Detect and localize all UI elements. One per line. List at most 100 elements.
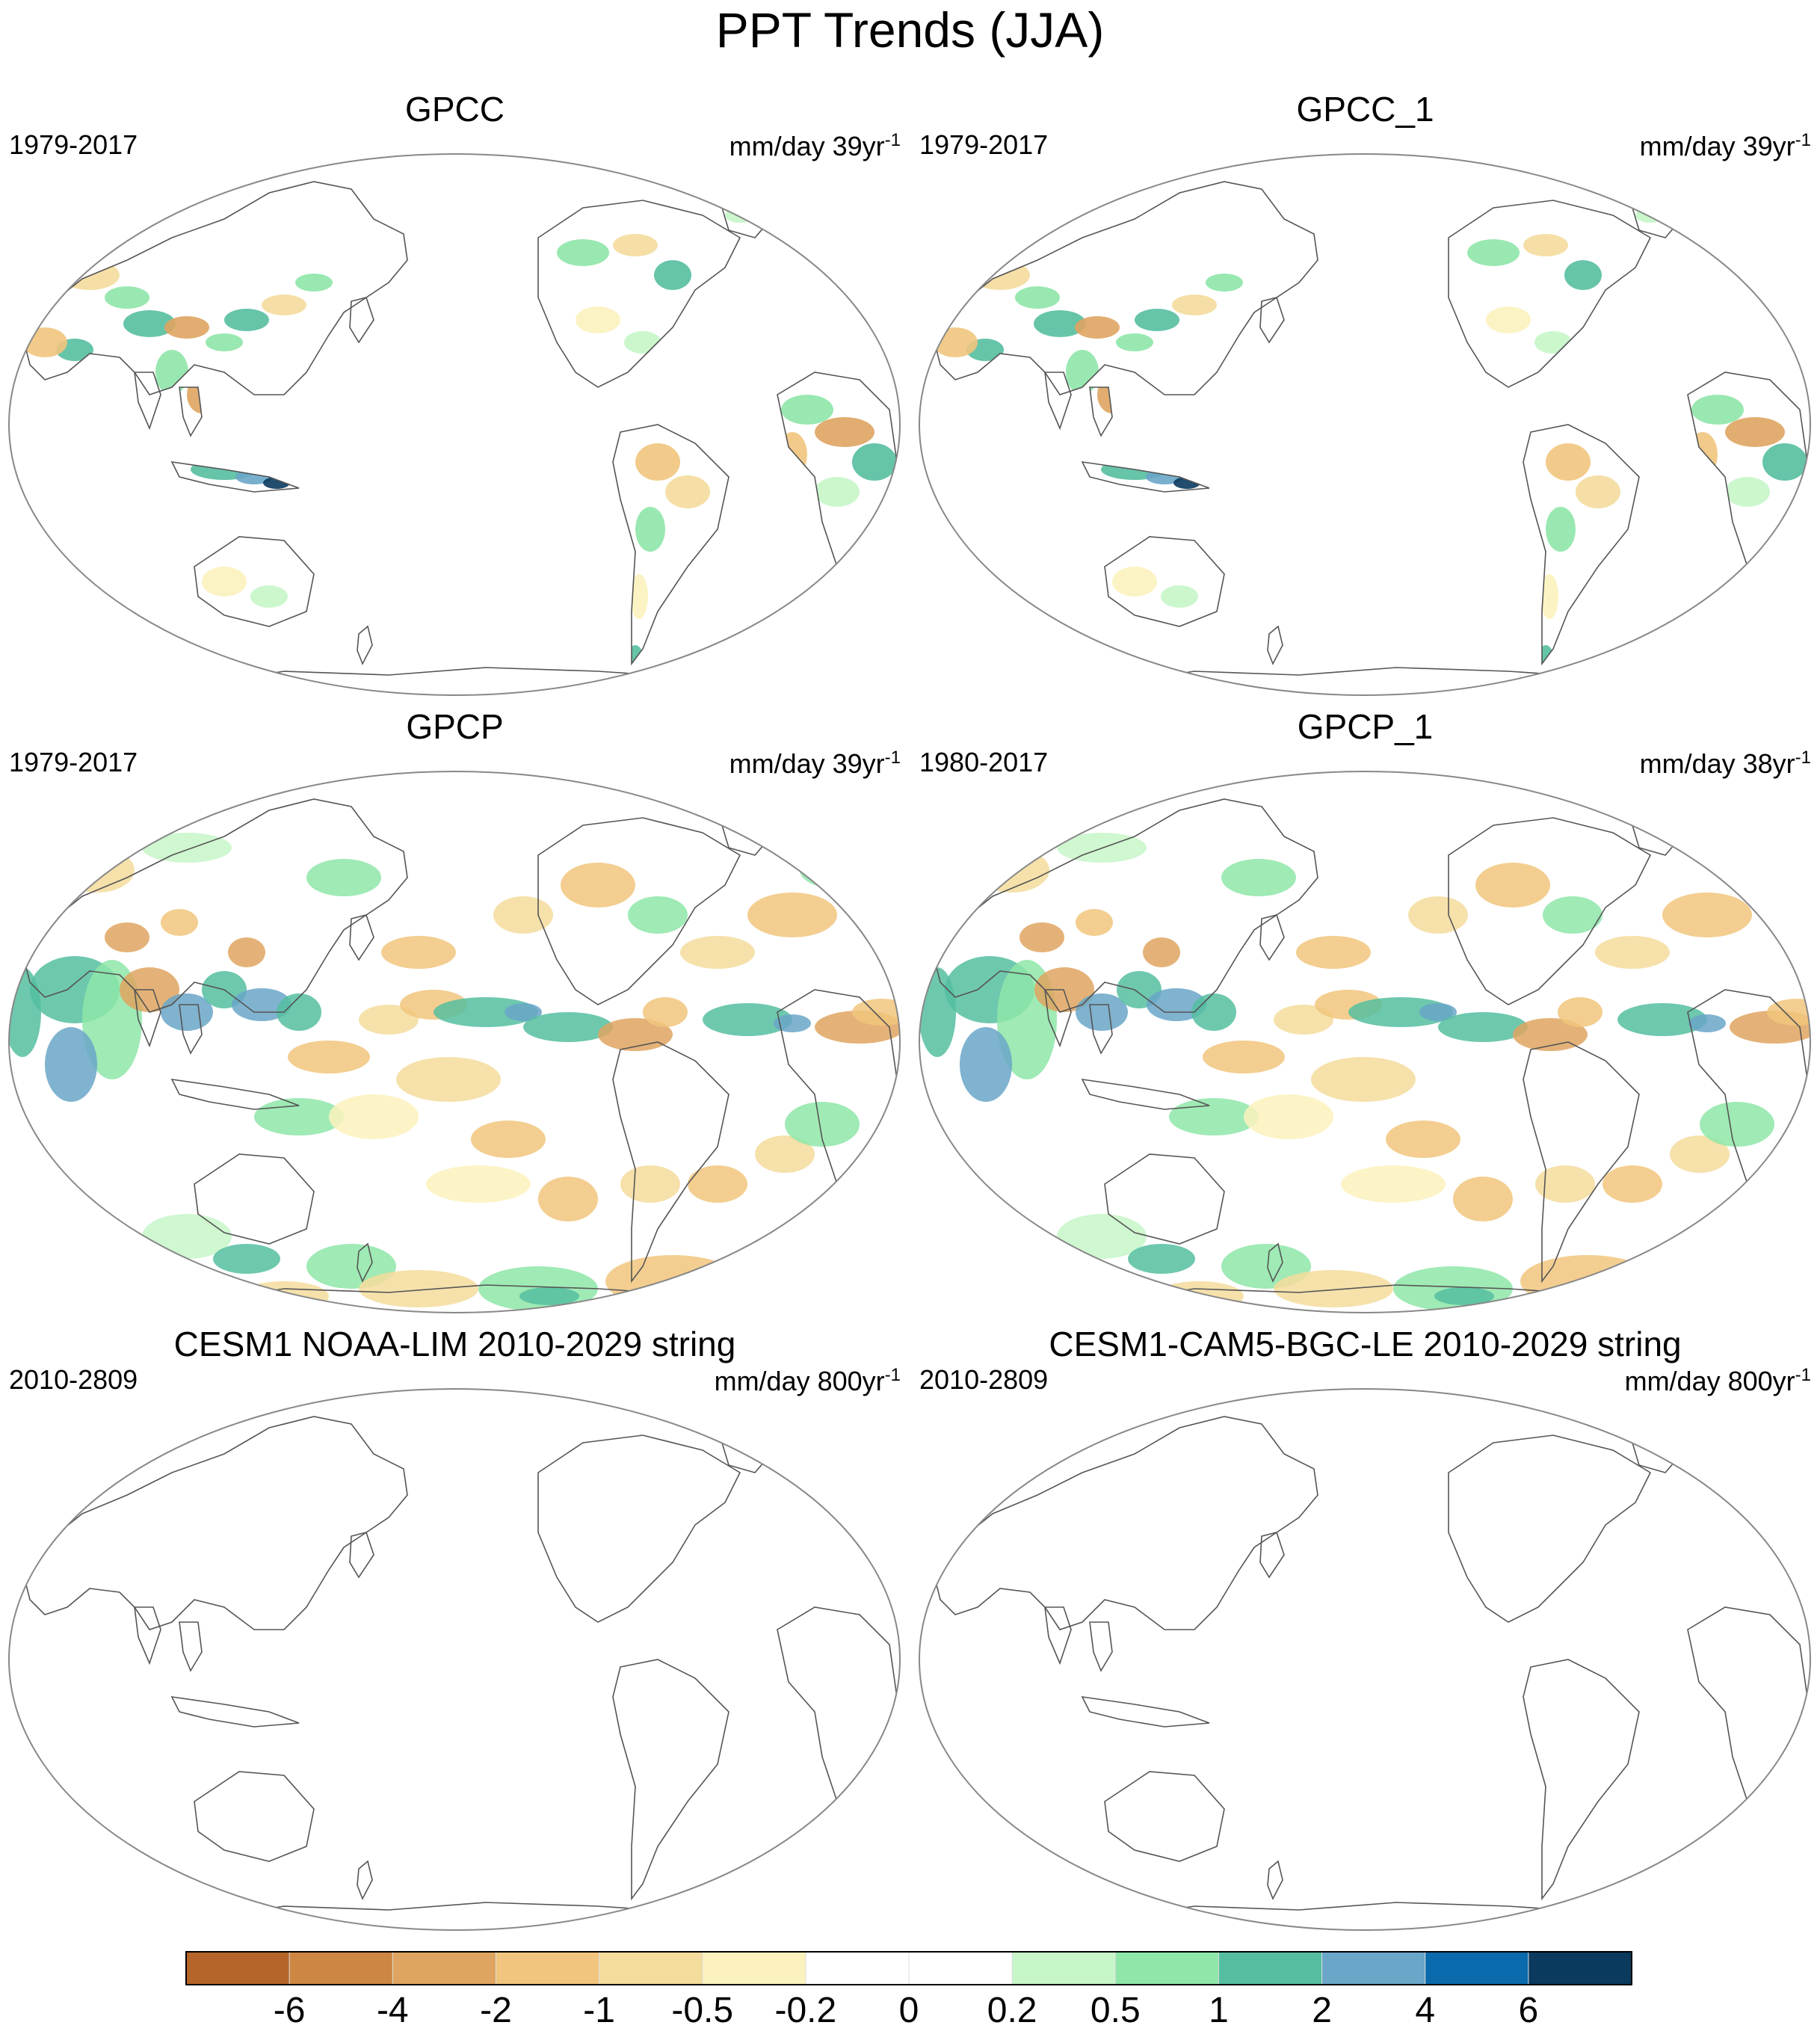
trend-region [1191, 993, 1236, 1031]
period-label: 2010-2809 [919, 1364, 1049, 1395]
trend-region [1767, 999, 1810, 1026]
colorbar-tick-label: 6 [1518, 1991, 1539, 2030]
trend-region [1112, 567, 1157, 597]
coastline-asia [932, 798, 1318, 1013]
trend-region [105, 286, 149, 309]
trend-region [1662, 893, 1752, 937]
panel-title: GPCC_1 [1296, 90, 1434, 129]
coastline-asia [22, 1416, 408, 1630]
coastline-japan [349, 297, 374, 344]
trend-region [359, 1005, 419, 1035]
trend-region [1576, 475, 1620, 508]
trend-region [288, 1041, 370, 1073]
trend-region [1348, 997, 1453, 1027]
trend-region [1019, 922, 1064, 952]
colorbar-tick-label: 0.5 [1090, 1991, 1141, 2030]
trend-region [1419, 1003, 1457, 1021]
coastline-europe [29, 854, 84, 908]
trend-region [1005, 1270, 1124, 1307]
trend-region [1558, 997, 1602, 1027]
trend-region [1075, 316, 1120, 339]
coastline-nz [1267, 625, 1283, 665]
coastline-europe [29, 1472, 84, 1526]
trend-region [306, 859, 381, 896]
coastline-europe [940, 237, 994, 291]
period-label: 1980-2017 [919, 747, 1049, 777]
coastline-samerica [1523, 1041, 1640, 1283]
units-label: mm/day 39yr-1 [1639, 130, 1811, 161]
trend-region [396, 1057, 501, 1102]
world-map [919, 1388, 1811, 1931]
period-label: 1979-2017 [919, 129, 1049, 160]
coastline-nz [357, 1242, 373, 1283]
trend-region [90, 1270, 209, 1307]
units-label: mm/day 39yr-1 [729, 748, 901, 779]
trend-region [45, 1027, 97, 1102]
coastline-europe [29, 237, 84, 291]
trend-region [1161, 585, 1198, 608]
map-boundary [8, 771, 901, 1313]
colorbar-box [1321, 1952, 1425, 1985]
trend-region [161, 909, 198, 936]
trend-region [1635, 208, 1665, 223]
trend-region [123, 310, 176, 337]
coastline-australia [1104, 1771, 1225, 1862]
coastline-indonesia [170, 1078, 300, 1110]
trend-region [1076, 993, 1128, 1031]
trend-region [635, 443, 680, 481]
trend-region [60, 848, 135, 893]
trend-region [781, 395, 833, 425]
colorbar-tick-label: -6 [273, 1991, 306, 2030]
coastline-india [134, 1606, 161, 1665]
coastline-namerica [537, 200, 741, 388]
trend-region [523, 1012, 613, 1042]
coastline-india [1044, 989, 1072, 1048]
coastline-indonesia [1081, 1078, 1210, 1110]
colorbar-box [702, 1952, 806, 1985]
coastline-seasia [1089, 386, 1113, 437]
colorbar-box [1218, 1952, 1322, 1985]
units-label: mm/day 39yr-1 [729, 130, 901, 161]
coastline-namerica [537, 1434, 741, 1623]
map-panel-cesm1-noaa-lim: CESM1 NOAA-LIM 2010-2029 string 2010-280… [0, 1323, 910, 1936]
map-boundary [919, 153, 1811, 696]
trend-region [1546, 507, 1576, 552]
trend-region [381, 936, 456, 969]
map-panel-gpcc-1: GPCC_1 1979-2017 mm/day 39yr-1 [910, 88, 1820, 701]
colorbar-tick-label: -0.2 [774, 1991, 837, 2030]
trend-region [620, 1165, 680, 1203]
trend-region [1438, 1012, 1528, 1042]
trend-region [815, 477, 860, 507]
coastline-indonesia [170, 1695, 300, 1728]
trend-region [654, 260, 691, 290]
trend-region [1602, 1165, 1662, 1203]
coastline-seasia [179, 1004, 203, 1055]
panel-title: CESM1 NOAA-LIM 2010-2029 string [173, 1325, 736, 1363]
trend-region [688, 1165, 747, 1203]
coastline-nz [1267, 1860, 1283, 1900]
coastline-australia [194, 536, 315, 627]
trend-region [1221, 859, 1296, 896]
coastline-japan [349, 914, 374, 961]
trend-region [1520, 1255, 1655, 1307]
trend-region [239, 1281, 329, 1311]
coastline-samerica [612, 1659, 729, 1901]
trend-region [1546, 443, 1591, 481]
trend-region [1543, 896, 1602, 934]
trend-region [1540, 574, 1558, 619]
colorbar-box [289, 1952, 393, 1985]
world-map [919, 771, 1811, 1313]
trend-region [630, 574, 648, 619]
period-label: 1979-2017 [9, 129, 138, 160]
trend-region [680, 936, 755, 969]
coastline-namerica [1448, 817, 1652, 1005]
coastline-japan [349, 1532, 374, 1579]
trend-region [1434, 1287, 1494, 1305]
period-label: 2010-2809 [9, 1364, 138, 1395]
trend-region [262, 295, 306, 315]
trend-region [933, 283, 959, 312]
trend-region [703, 1003, 792, 1036]
trend-region [1076, 909, 1113, 936]
trend-region [1147, 988, 1206, 1021]
trend-region [933, 327, 978, 357]
